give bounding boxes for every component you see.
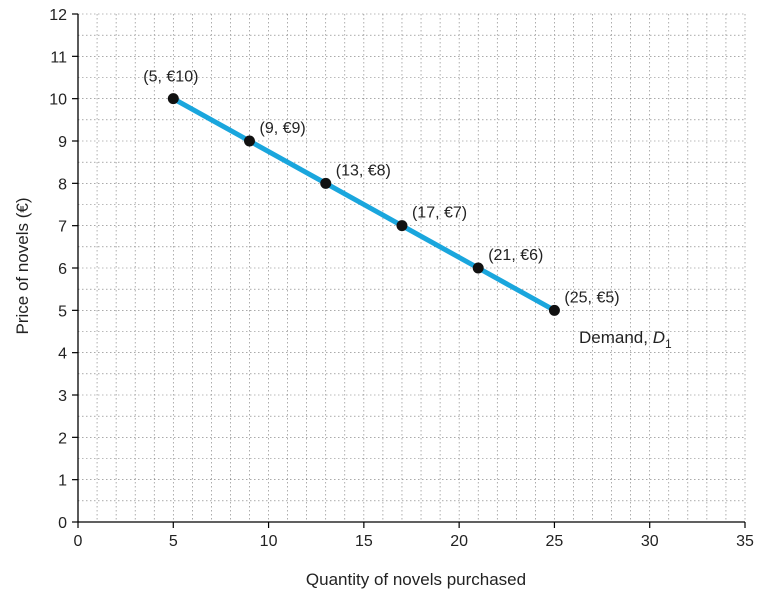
series-label-subscript: 1 [665, 337, 672, 351]
data-point [167, 93, 179, 105]
data-label: (21, €6) [488, 247, 543, 264]
series-label-main: Demand, [579, 328, 653, 347]
y-tick-label: 0 [58, 515, 67, 532]
data-point [320, 177, 332, 189]
data-label: (17, €7) [412, 205, 467, 222]
x-tick-label: 20 [450, 533, 468, 550]
data-point [244, 135, 256, 147]
demand-line [170, 96, 557, 313]
y-tick-label: 6 [58, 261, 67, 278]
y-tick-label: 11 [50, 49, 67, 66]
data-point [396, 220, 408, 232]
x-tick-label: 5 [169, 533, 178, 550]
x-tick-label: 35 [736, 533, 754, 550]
y-tick-label: 2 [58, 430, 67, 447]
data-label: (5, €10) [143, 69, 198, 86]
series-label-italic: D [653, 328, 665, 347]
y-tick-label: 3 [58, 388, 67, 405]
y-tick-label: 5 [58, 303, 67, 320]
y-tick-label: 12 [49, 7, 67, 24]
x-tick-label: 10 [260, 533, 278, 550]
y-tick-label: 1 [58, 473, 67, 490]
y-tick-label: 10 [49, 92, 67, 109]
data-point [472, 262, 484, 274]
data-point [548, 304, 560, 316]
series-label-demand: Demand, D1 [579, 328, 672, 351]
y-tick-label: 4 [58, 346, 67, 363]
x-axis-label: Quantity of novels purchased [306, 570, 526, 589]
x-tick-label: 30 [641, 533, 659, 550]
y-tick-label: 7 [58, 219, 67, 236]
y-tick-label: 9 [58, 134, 67, 151]
y-tick-label: 8 [58, 176, 67, 193]
y-axis-label: Price of novels (€) [13, 198, 32, 335]
series-group: (5, €10) (9, €9) (13, €8) (17, €7) (21, €6) (… [143, 69, 620, 316]
x-tick-label: 15 [355, 533, 373, 550]
data-label: (25, €5) [564, 289, 619, 306]
x-tick-label: 0 [74, 533, 83, 550]
data-label: (13, €8) [336, 162, 391, 179]
grid [78, 13, 746, 522]
x-tick-label: 25 [546, 533, 564, 550]
data-label: (9, €9) [260, 120, 306, 137]
